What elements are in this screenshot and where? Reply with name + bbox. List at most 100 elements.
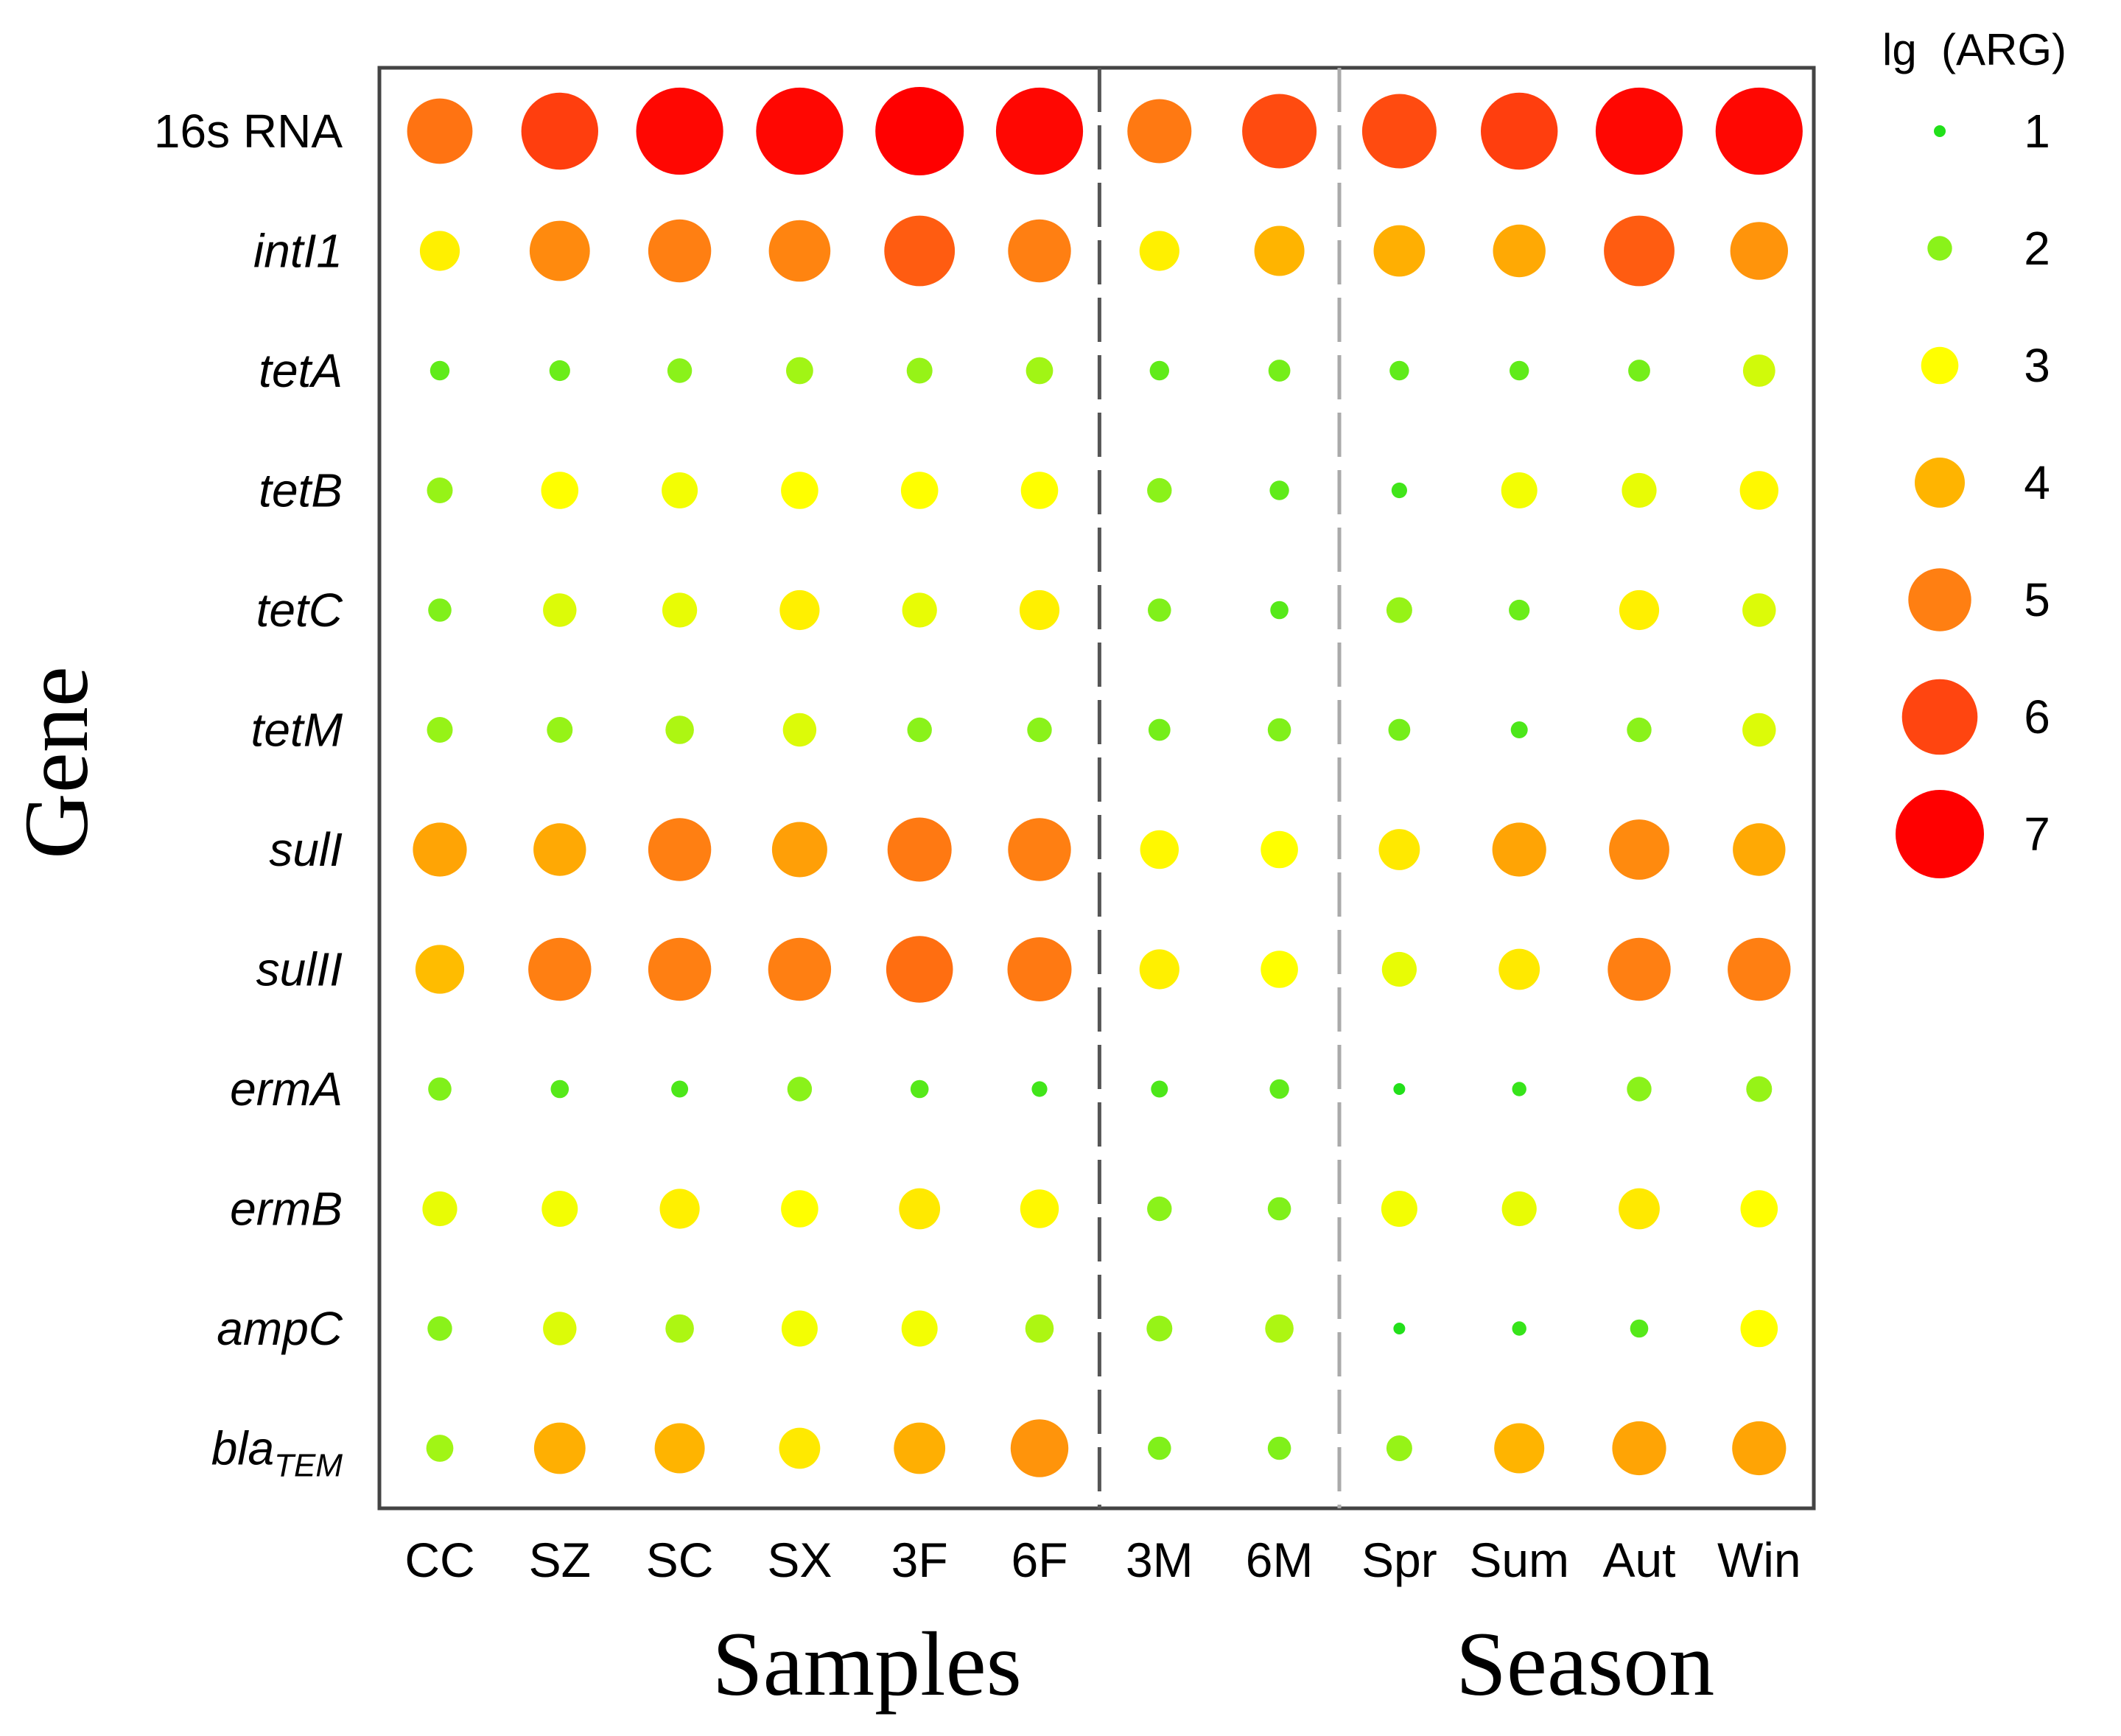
column-label: 3F bbox=[891, 1533, 948, 1587]
bubble-16s-rna-3m bbox=[1127, 99, 1192, 164]
gene-label: 16s RNA bbox=[154, 105, 343, 158]
gene-label: intI1 bbox=[253, 225, 343, 278]
bubble-inti1-6m bbox=[1254, 225, 1305, 276]
bubble-tetb-6f bbox=[1020, 472, 1059, 509]
bubble-tetb-sx bbox=[781, 472, 818, 509]
legend-title: lg (ARG) bbox=[1882, 25, 2066, 74]
gene-label: tetC bbox=[256, 584, 343, 637]
y-axis-title: Gene bbox=[6, 666, 107, 859]
bubble-sulii-sz bbox=[528, 937, 592, 1001]
bubble-sulii-3f bbox=[886, 936, 953, 1003]
bubble-suli-sx bbox=[771, 822, 827, 878]
plot-frame bbox=[377, 66, 1816, 1511]
bubble-sulii-win bbox=[1728, 937, 1791, 1001]
bubble-tetc-spr bbox=[1386, 597, 1412, 623]
bubble-tetc-3f bbox=[902, 592, 937, 628]
bubble-16s-rna-sx bbox=[756, 87, 844, 175]
bubble-ermb-sz bbox=[541, 1191, 578, 1227]
bubble-suli-aut bbox=[1609, 819, 1669, 880]
bubble-ermb-3m bbox=[1147, 1196, 1172, 1222]
bubble-sulii-6f bbox=[1007, 937, 1072, 1001]
column-label: SC bbox=[646, 1533, 714, 1587]
bubble-erma-sz bbox=[550, 1079, 569, 1099]
bubble-inti1-3f bbox=[884, 215, 956, 287]
bubble-tetb-sum bbox=[1501, 472, 1538, 508]
bubble-ermb-spr bbox=[1381, 1191, 1417, 1227]
bubble-16s-rna-6m bbox=[1242, 94, 1317, 169]
legend-label: 3 bbox=[2024, 339, 2050, 392]
legend-swatch bbox=[1927, 236, 1952, 261]
bubble-tetc-cc bbox=[428, 598, 452, 622]
bubble-teta-6m bbox=[1268, 360, 1291, 382]
legend-swatch bbox=[1901, 679, 1978, 755]
bubble-teta-sz bbox=[549, 360, 570, 382]
legend-swatch bbox=[1908, 568, 1971, 631]
bubble-ampc-sum bbox=[1512, 1321, 1526, 1336]
bubble-bla-6m bbox=[1267, 1436, 1291, 1460]
bubble-ermb-6f bbox=[1020, 1189, 1059, 1228]
bubble-ampc-sz bbox=[543, 1312, 577, 1345]
column-label: SX bbox=[767, 1533, 832, 1587]
bubble-inti1-sx bbox=[768, 220, 831, 282]
bubble-tetb-win bbox=[1739, 471, 1778, 510]
gene-label: tetA bbox=[259, 344, 343, 397]
bubble-tetm-3m bbox=[1148, 718, 1171, 741]
bubble-tetm-win bbox=[1742, 713, 1776, 747]
bubble-tetm-sc bbox=[665, 715, 694, 744]
bubble-suli-sum bbox=[1492, 822, 1546, 877]
bubble-suli-win bbox=[1733, 823, 1786, 876]
bubble-ampc-3m bbox=[1146, 1315, 1173, 1342]
bubble-sulii-sum bbox=[1498, 948, 1540, 990]
gene-label: tetB bbox=[259, 464, 343, 517]
legend-label: 5 bbox=[2024, 573, 2050, 626]
bubble-suli-sz bbox=[533, 823, 586, 876]
bubble-tetm-spr bbox=[1388, 718, 1411, 741]
bubble-ampc-sc bbox=[665, 1314, 694, 1343]
bubble-tetc-sz bbox=[543, 593, 577, 627]
bubble-inti1-sum bbox=[1493, 224, 1546, 278]
bubble-suli-spr bbox=[1378, 829, 1420, 870]
bubble-bla-win bbox=[1732, 1421, 1787, 1476]
bubble-16s-rna-6f bbox=[995, 87, 1084, 175]
bubble-bla-sum bbox=[1494, 1423, 1545, 1474]
bubble-erma-aut bbox=[1627, 1077, 1652, 1102]
bubble-ermb-3f bbox=[899, 1188, 941, 1230]
legend-swatch bbox=[1915, 458, 1965, 508]
bubble-ampc-aut bbox=[1630, 1319, 1649, 1338]
bubble-tetb-3f bbox=[900, 472, 939, 509]
bubble-tetm-3f bbox=[907, 717, 932, 743]
bubble-16s-rna-cc bbox=[407, 98, 473, 164]
legend-swatch bbox=[1896, 790, 1984, 878]
bubble-teta-aut bbox=[1628, 360, 1650, 382]
bubble-ampc-spr bbox=[1393, 1323, 1406, 1334]
bubble-ampc-6f bbox=[1025, 1314, 1054, 1343]
bubble-tetm-sz bbox=[547, 717, 573, 743]
column-label: 6M bbox=[1246, 1533, 1314, 1587]
bubble-16s-rna-sum bbox=[1481, 92, 1558, 170]
bubble-tetm-6f bbox=[1027, 717, 1052, 743]
bubble-ermb-aut bbox=[1619, 1188, 1660, 1230]
bubble-inti1-win bbox=[1730, 222, 1788, 280]
bubble-teta-sum bbox=[1510, 360, 1529, 381]
bubble-teta-spr bbox=[1389, 360, 1409, 381]
column-label: SZ bbox=[529, 1533, 591, 1587]
bubble-ermb-win bbox=[1740, 1190, 1778, 1228]
bubble-teta-win bbox=[1742, 354, 1775, 387]
bubble-tetb-aut bbox=[1622, 472, 1657, 508]
bubble-sulii-cc bbox=[415, 945, 465, 994]
bubble-ampc-3f bbox=[901, 1310, 938, 1347]
bubble-16s-rna-sc bbox=[636, 87, 723, 175]
legend-label: 6 bbox=[2024, 690, 2050, 743]
bubble-tetm-sx bbox=[782, 713, 817, 747]
gene-label: ermB bbox=[230, 1183, 343, 1236]
column-label: Sum bbox=[1469, 1533, 1569, 1587]
bubble-16s-rna-spr bbox=[1361, 94, 1437, 169]
bubble-suli-3f bbox=[887, 817, 952, 882]
bubble-suli-sc bbox=[648, 818, 712, 881]
bubble-16s-rna-aut bbox=[1595, 87, 1683, 175]
bubble-tetc-6f bbox=[1019, 589, 1060, 631]
bubble-bla-cc bbox=[426, 1435, 454, 1462]
bubble-ampc-sx bbox=[781, 1310, 818, 1347]
bubble-ermb-sc bbox=[659, 1189, 700, 1229]
legend-label: 4 bbox=[2024, 456, 2050, 509]
